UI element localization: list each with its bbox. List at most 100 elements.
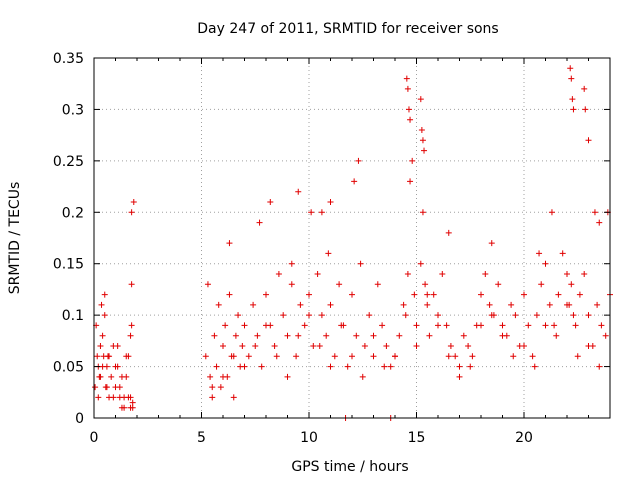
data-point <box>383 343 390 349</box>
data-point <box>306 291 312 298</box>
data-point <box>381 363 388 370</box>
data-point <box>407 178 414 185</box>
data-point <box>538 281 545 288</box>
data-point <box>129 399 136 406</box>
data-point <box>421 147 428 154</box>
data-point <box>443 322 450 329</box>
data-point <box>129 404 136 411</box>
data-point <box>116 384 123 391</box>
data-point <box>409 157 416 164</box>
data-point <box>101 312 108 319</box>
data-point <box>250 301 257 308</box>
data-point <box>263 291 269 298</box>
x-axis-label: GPS time / hours <box>291 459 408 475</box>
data-point <box>478 322 484 329</box>
data-point <box>508 301 515 308</box>
data-point <box>318 209 325 216</box>
data-point <box>374 281 381 288</box>
data-point <box>254 332 261 339</box>
y-tick-label: 0 <box>75 411 84 427</box>
data-point <box>103 384 110 391</box>
data-point <box>344 363 351 370</box>
data-point <box>318 312 325 319</box>
data-point <box>125 353 132 360</box>
data-point <box>118 404 125 411</box>
data-point <box>568 75 575 82</box>
x-tick-label: 20 <box>515 430 533 446</box>
data-point <box>293 353 300 360</box>
data-point <box>226 291 233 298</box>
data-point <box>241 363 248 370</box>
y-axis-label: SRMTID / TECUs <box>7 182 23 295</box>
data-point <box>106 353 113 360</box>
data-point <box>252 343 259 349</box>
data-point <box>230 394 237 401</box>
data-point <box>271 343 278 349</box>
data-point <box>402 312 409 319</box>
data-points <box>92 65 613 421</box>
data-point <box>349 353 355 360</box>
data-point <box>295 188 302 195</box>
data-point <box>213 363 220 370</box>
data-point <box>403 75 410 82</box>
data-point <box>202 353 209 360</box>
data-point <box>99 332 106 339</box>
data-point <box>275 271 282 277</box>
data-point <box>439 271 446 277</box>
data-point <box>533 312 540 319</box>
data-point <box>338 322 345 329</box>
data-point <box>112 363 119 370</box>
data-point <box>245 353 252 360</box>
data-point <box>366 312 373 319</box>
data-point <box>130 199 137 205</box>
data-point <box>404 85 411 92</box>
data-point <box>114 343 121 349</box>
data-point <box>582 106 589 113</box>
data-point <box>465 343 472 349</box>
data-point <box>349 291 355 298</box>
x-tick-labels: 0 5 10 15 20 <box>90 430 533 446</box>
data-point <box>567 65 574 72</box>
data-point <box>204 281 211 288</box>
data-point <box>486 301 493 308</box>
data-point <box>499 332 506 339</box>
data-point <box>596 219 603 226</box>
y-tick-label: 0.05 <box>53 360 84 376</box>
data-point <box>308 209 315 216</box>
data-point <box>447 343 454 349</box>
data-point <box>127 332 134 339</box>
data-point <box>101 291 108 298</box>
data-point <box>598 322 605 329</box>
data-point <box>422 281 429 288</box>
data-point <box>215 301 222 308</box>
data-point <box>413 343 420 349</box>
data-point <box>576 291 583 298</box>
data-point <box>258 363 265 370</box>
data-point <box>478 291 484 298</box>
x-tick-label: 10 <box>300 430 318 446</box>
data-point <box>521 291 527 298</box>
data-point <box>331 353 338 360</box>
data-point <box>536 250 543 257</box>
data-point <box>456 363 463 370</box>
data-point <box>230 353 237 360</box>
data-point <box>510 353 517 360</box>
data-point <box>596 363 603 370</box>
data-point <box>232 332 239 339</box>
data-point <box>310 343 317 349</box>
data-point <box>482 271 489 277</box>
data-point <box>297 301 304 308</box>
data-point <box>413 322 420 329</box>
data-point <box>456 373 463 380</box>
y-tick-label: 0.15 <box>53 257 84 273</box>
data-point <box>256 219 263 226</box>
data-point <box>564 271 570 277</box>
data-point <box>209 384 216 391</box>
data-point <box>207 373 214 380</box>
data-point <box>572 322 579 329</box>
data-point <box>488 240 495 247</box>
data-point <box>355 157 362 164</box>
data-point <box>570 312 577 319</box>
data-point <box>127 394 134 401</box>
data-point <box>495 281 502 288</box>
